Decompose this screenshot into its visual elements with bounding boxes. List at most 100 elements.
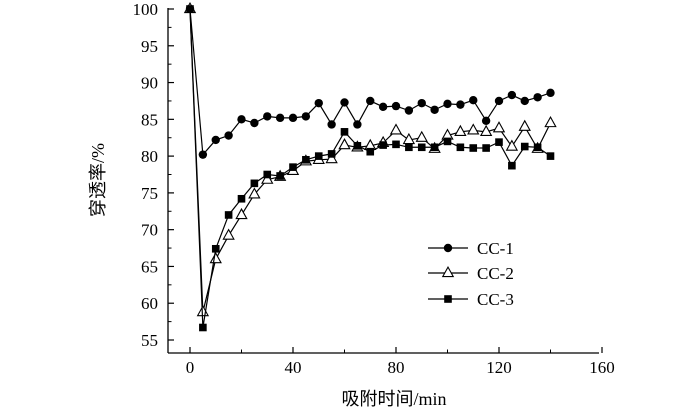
legend-label: CC-1 bbox=[477, 239, 514, 258]
data-point bbox=[544, 115, 557, 128]
data-point bbox=[224, 211, 233, 219]
data-point bbox=[211, 244, 220, 253]
data-point bbox=[392, 140, 400, 149]
y-tick-label: 80 bbox=[141, 147, 158, 166]
data-point bbox=[353, 120, 362, 129]
x-tick-label: 40 bbox=[285, 358, 302, 377]
data-point bbox=[520, 96, 529, 106]
data-point bbox=[378, 102, 388, 112]
legend-label: CC-3 bbox=[477, 290, 514, 309]
data-point bbox=[366, 147, 375, 156]
data-point bbox=[211, 135, 220, 145]
legend-entry: CC-3 bbox=[428, 290, 514, 309]
y-tick-label: 65 bbox=[141, 257, 158, 276]
data-point bbox=[456, 143, 465, 152]
data-point bbox=[327, 150, 336, 158]
data-point bbox=[417, 143, 426, 152]
data-point bbox=[237, 115, 246, 124]
data-point bbox=[430, 143, 439, 152]
data-point bbox=[467, 123, 480, 135]
data-point bbox=[454, 124, 467, 136]
y-tick-label: 95 bbox=[141, 37, 158, 56]
y-tick-label: 85 bbox=[141, 110, 158, 129]
data-point bbox=[379, 141, 387, 149]
data-point bbox=[261, 172, 274, 184]
data-point bbox=[443, 137, 452, 146]
legend: CC-1 CC-2 CC-3 bbox=[428, 239, 514, 309]
legend-marker bbox=[441, 265, 455, 278]
data-point bbox=[507, 90, 517, 100]
y-tick-label: 100 bbox=[133, 0, 159, 19]
data-point bbox=[495, 138, 503, 146]
x-tick-label: 0 bbox=[186, 358, 195, 377]
data-point bbox=[314, 152, 323, 160]
data-point bbox=[340, 128, 349, 136]
data-point bbox=[275, 113, 285, 123]
data-point bbox=[389, 123, 403, 135]
data-point bbox=[353, 142, 362, 150]
data-point bbox=[533, 143, 542, 152]
data-point bbox=[301, 112, 311, 121]
data-point bbox=[508, 161, 516, 170]
y-tick-label: 70 bbox=[141, 221, 158, 240]
data-point bbox=[327, 120, 336, 129]
data-point bbox=[248, 187, 261, 199]
data-point bbox=[224, 131, 233, 140]
data-point bbox=[235, 207, 248, 220]
data-point bbox=[263, 170, 272, 179]
data-point bbox=[222, 228, 235, 240]
data-point bbox=[479, 124, 493, 136]
y-tick-label: 55 bbox=[141, 331, 158, 350]
data-point bbox=[276, 172, 284, 180]
data-point bbox=[443, 99, 452, 109]
y-tick-label: 90 bbox=[141, 74, 158, 93]
data-point bbox=[481, 116, 491, 126]
data-point bbox=[505, 139, 519, 151]
legend-entry: CC-2 bbox=[428, 264, 514, 283]
data-point bbox=[250, 118, 259, 128]
data-point bbox=[494, 96, 504, 106]
axes: 55 60 65 70 75 80 85 90 95 100 0 40 80 120 160 bbox=[133, 0, 615, 377]
legend-marker bbox=[443, 243, 453, 253]
data-point bbox=[469, 96, 478, 105]
data-point bbox=[546, 152, 555, 160]
data-point bbox=[250, 179, 259, 188]
data-point bbox=[338, 138, 351, 150]
data-point bbox=[533, 93, 542, 102]
y-tick-label: 75 bbox=[141, 184, 158, 203]
data-point bbox=[198, 150, 208, 159]
series-cc-1 bbox=[185, 4, 555, 159]
x-tick-label: 120 bbox=[486, 358, 512, 377]
data-point bbox=[492, 121, 506, 133]
data-point bbox=[430, 105, 439, 114]
legend-label: CC-2 bbox=[477, 264, 514, 283]
y-axis-title: 穿透率/% bbox=[88, 143, 108, 217]
x-tick-label: 80 bbox=[388, 358, 405, 377]
data-point bbox=[186, 5, 194, 13]
data-point bbox=[366, 96, 375, 106]
legend-marker bbox=[444, 295, 452, 303]
x-axis-title: 吸附时间/min bbox=[341, 389, 446, 409]
data-point bbox=[237, 194, 246, 203]
data-point bbox=[546, 88, 555, 98]
data-point bbox=[456, 100, 465, 109]
data-point bbox=[263, 112, 272, 121]
data-point bbox=[325, 152, 338, 164]
data-point bbox=[314, 98, 323, 108]
series-line bbox=[189, 8, 551, 157]
data-point bbox=[482, 144, 490, 152]
data-point bbox=[209, 252, 222, 264]
data-point bbox=[520, 142, 529, 151]
data-point bbox=[391, 101, 401, 111]
data-point bbox=[199, 323, 207, 332]
data-point bbox=[340, 98, 349, 107]
data-point bbox=[302, 155, 310, 164]
data-point bbox=[288, 113, 298, 123]
series-layer bbox=[183, 1, 557, 332]
data-point bbox=[417, 98, 426, 108]
series-cc-3 bbox=[186, 5, 555, 332]
data-point bbox=[289, 163, 297, 171]
data-point bbox=[405, 143, 413, 152]
data-point bbox=[469, 144, 478, 152]
